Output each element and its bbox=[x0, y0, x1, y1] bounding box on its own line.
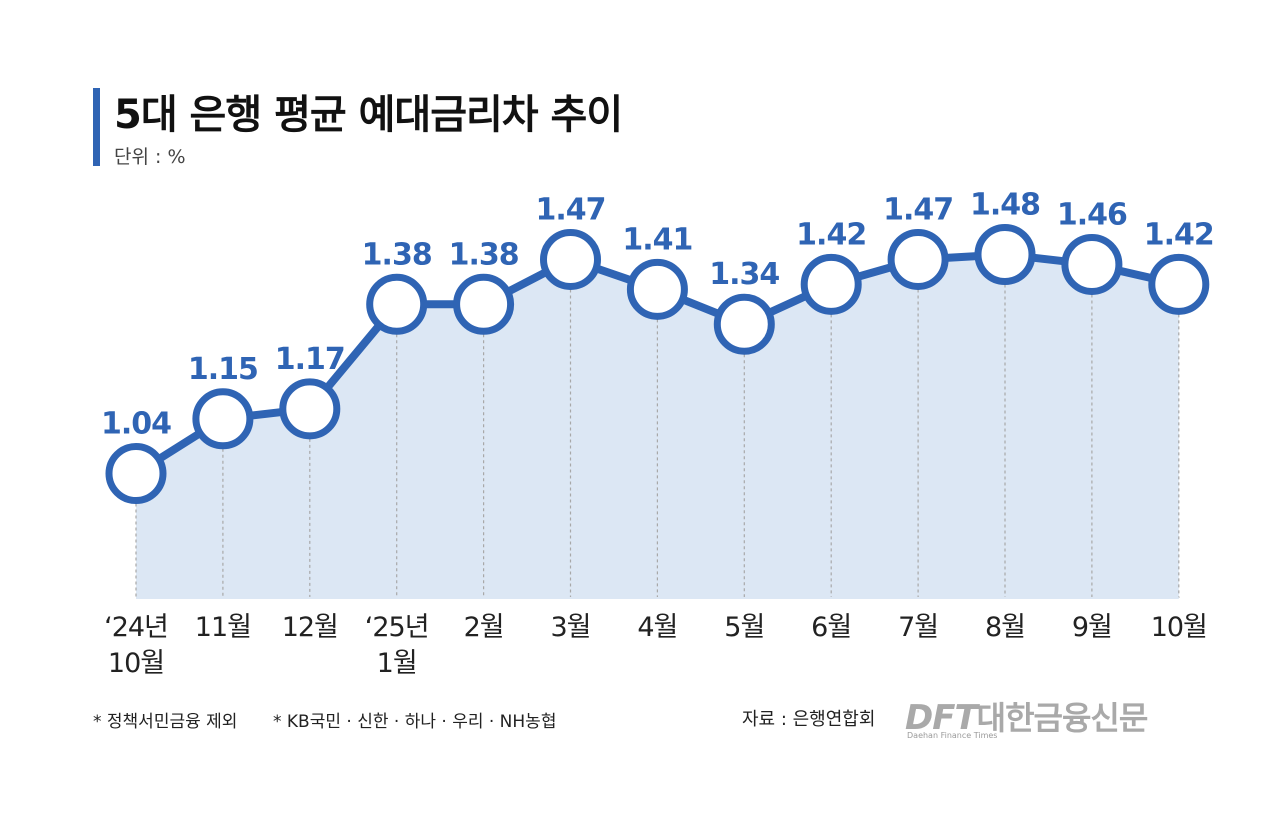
x-tick-label-5: 2월 bbox=[464, 612, 504, 643]
data-label-9: 1.42 bbox=[796, 217, 866, 252]
data-point-7 bbox=[626, 258, 688, 320]
data-label-7: 1.41 bbox=[622, 222, 692, 257]
footnote-banks: * KB국민 · 신한 · 하나 · 우리 · NH농협 bbox=[273, 712, 557, 732]
x-tick-label-13: 10월 bbox=[1151, 612, 1207, 643]
data-label-5: 1.38 bbox=[449, 237, 519, 272]
data-point-4 bbox=[366, 273, 428, 335]
data-point-13 bbox=[1148, 253, 1210, 315]
x-tick-label-8: 5월 bbox=[724, 612, 764, 643]
data-point-8 bbox=[713, 293, 775, 355]
data-label-12: 1.46 bbox=[1057, 197, 1127, 232]
data-point-12 bbox=[1061, 233, 1123, 295]
logo-name: 대한금융신문 bbox=[976, 699, 1149, 737]
data-point-2 bbox=[192, 388, 254, 450]
logo-subtitle: Daehan Finance Times bbox=[907, 731, 998, 740]
x-tick-label-2: 11월 bbox=[195, 612, 251, 643]
footnote-exclusion: * 정책서민금융 제외 bbox=[93, 712, 238, 732]
x-tick-label-1-line2: 10월 bbox=[108, 648, 164, 679]
data-label-10: 1.47 bbox=[883, 192, 953, 227]
data-point-1 bbox=[105, 443, 167, 505]
data-label-6: 1.47 bbox=[535, 192, 605, 227]
data-point-3 bbox=[279, 378, 341, 440]
x-tick-label-7: 4월 bbox=[637, 612, 677, 643]
data-label-8: 1.34 bbox=[709, 257, 779, 292]
x-tick-label-3: 12월 bbox=[282, 612, 338, 643]
x-tick-label-10: 7월 bbox=[898, 612, 938, 643]
data-label-4: 1.38 bbox=[362, 237, 432, 272]
source-label: 자료 : 은행연합회 bbox=[742, 709, 876, 730]
x-tick-label-6: 3월 bbox=[550, 612, 590, 643]
data-point-10 bbox=[887, 228, 949, 290]
x-tick-label-11: 8월 bbox=[985, 612, 1025, 643]
data-label-13: 1.42 bbox=[1144, 217, 1214, 252]
x-tick-label-1-line1: ‘24년 bbox=[104, 612, 168, 643]
data-point-5 bbox=[453, 273, 515, 335]
data-point-9 bbox=[800, 253, 862, 315]
publisher-logo: DFT대한금융신문 Daehan Finance Times bbox=[905, 693, 1149, 740]
chart-title: 5대 은행 평균 예대금리차 추이 bbox=[114, 92, 623, 138]
unit-label: 단위 : % bbox=[114, 146, 186, 168]
data-label-2: 1.15 bbox=[188, 352, 258, 387]
x-tick-label-12: 9월 bbox=[1072, 612, 1112, 643]
x-tick-label-9: 6월 bbox=[811, 612, 851, 643]
data-point-6 bbox=[540, 228, 601, 290]
title-accent-bar bbox=[93, 88, 100, 166]
data-label-3: 1.17 bbox=[275, 342, 345, 377]
data-point-11 bbox=[974, 224, 1036, 285]
data-label-11: 1.48 bbox=[970, 188, 1040, 223]
x-tick-label-4-line1: ‘25년 bbox=[365, 612, 429, 643]
logo-brand: DFT bbox=[905, 698, 978, 738]
x-tick-label-4-line2: 1월 bbox=[377, 648, 417, 679]
data-label-1: 1.04 bbox=[101, 407, 171, 442]
